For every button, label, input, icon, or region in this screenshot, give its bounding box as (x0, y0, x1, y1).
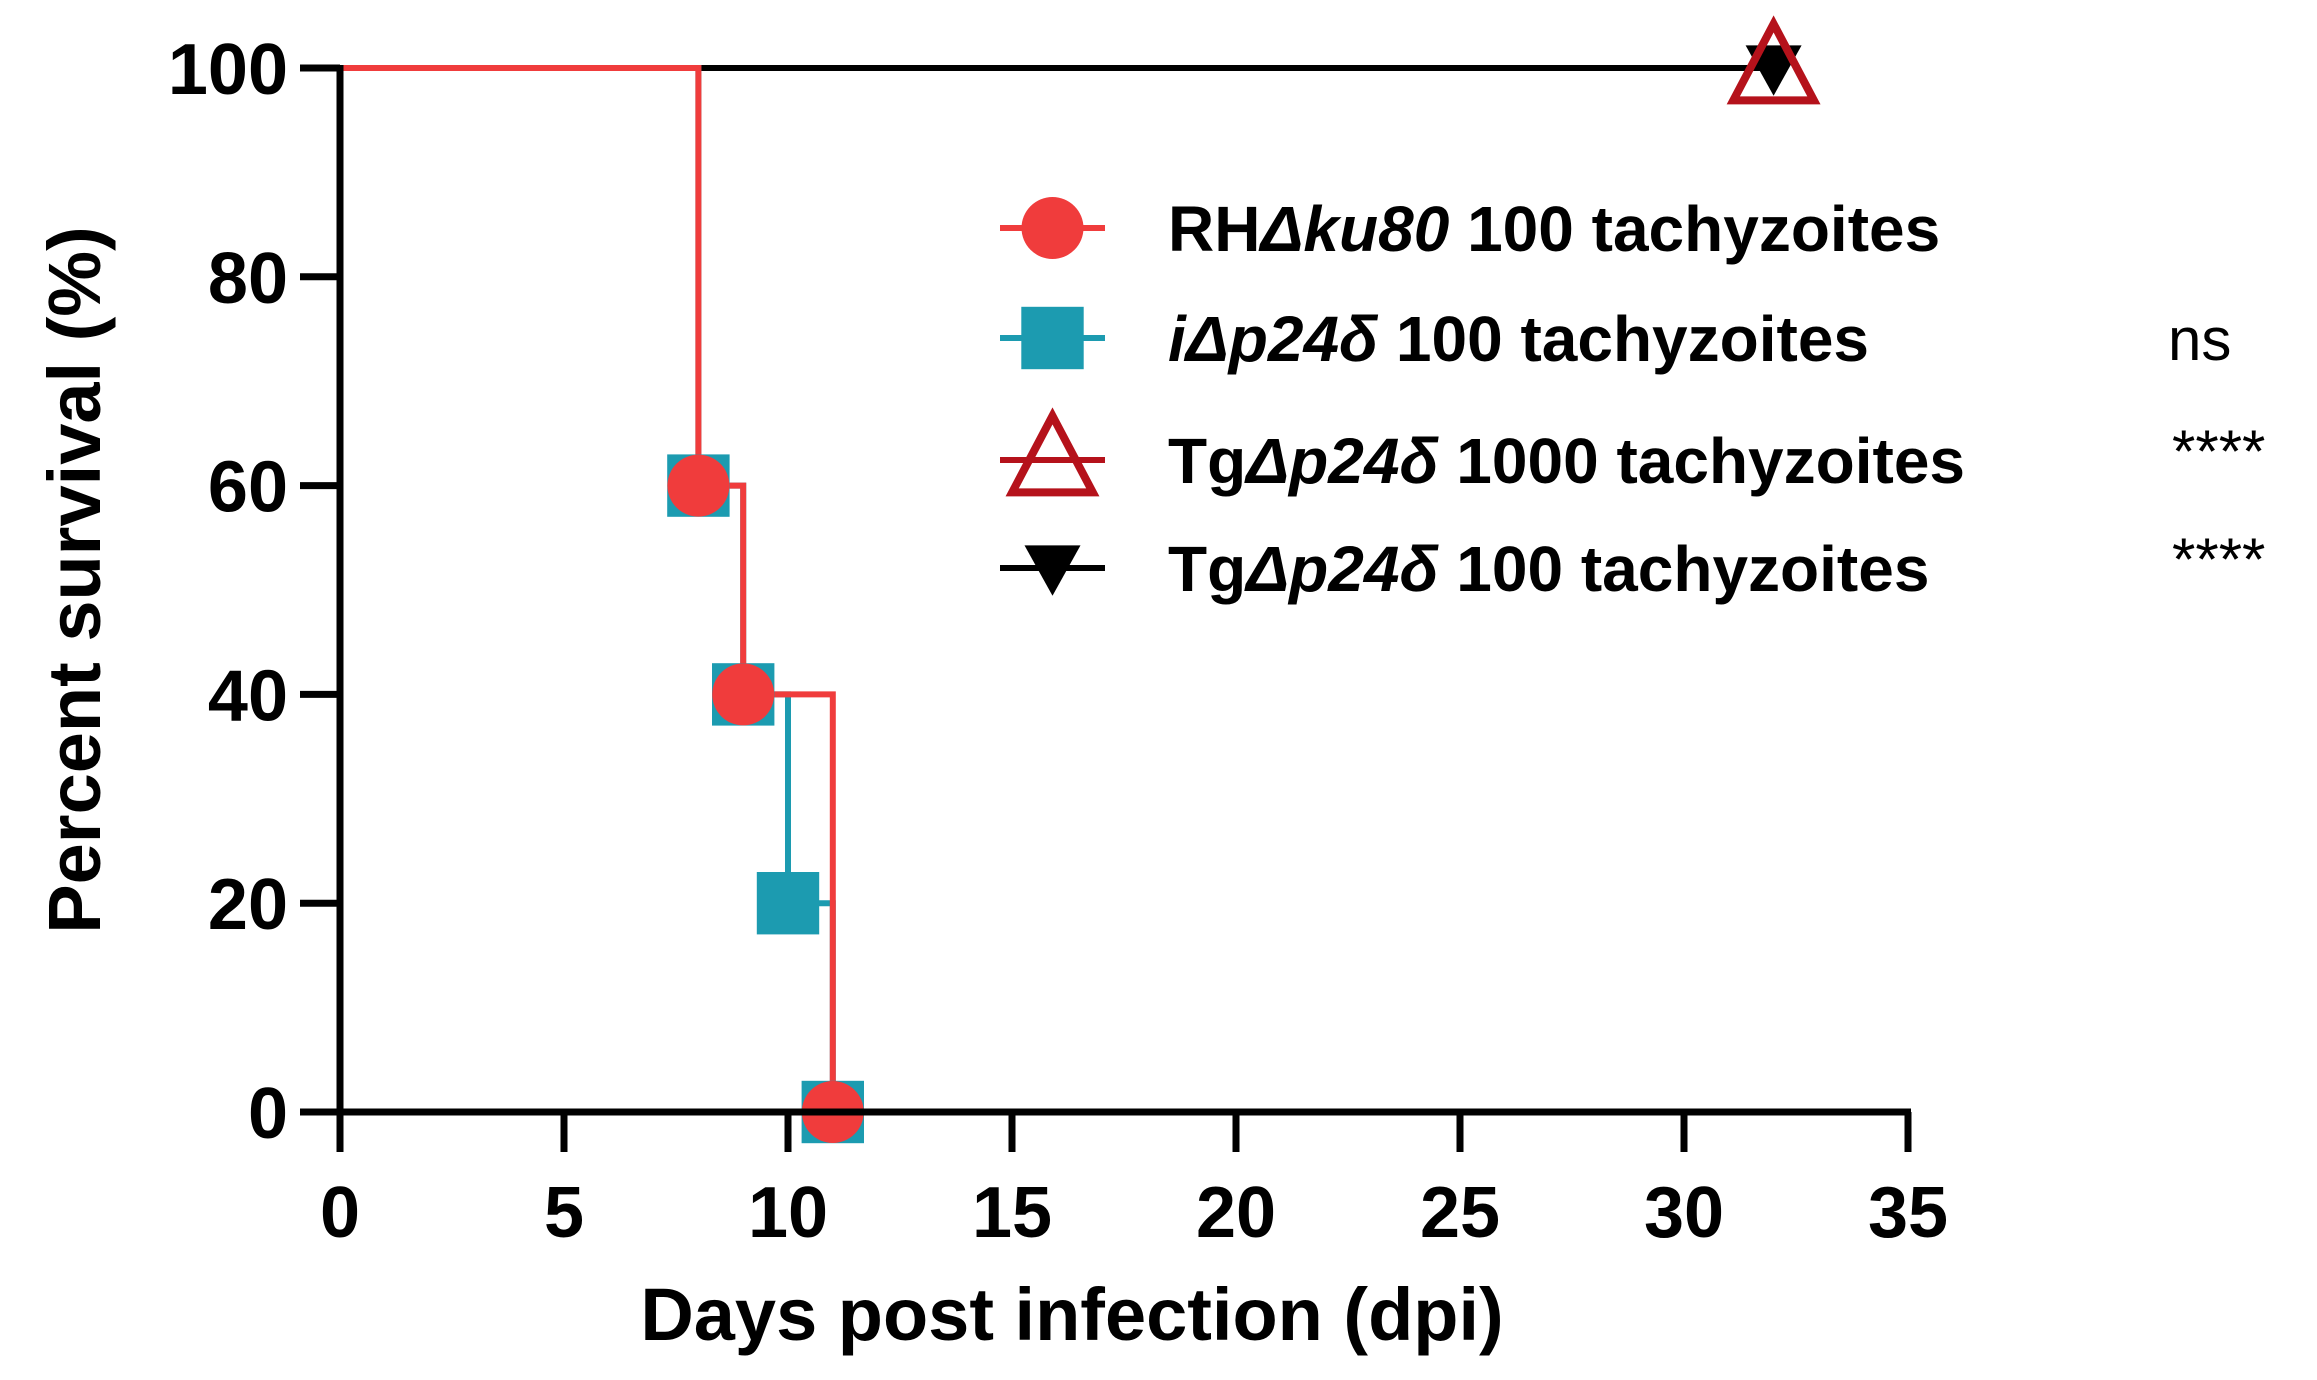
x-tick-label: 5 (544, 1173, 584, 1253)
legend-item-tg1000: TgΔp24δ 1000 tachyzoites **** (1000, 407, 2265, 497)
x-tick-label: 20 (1196, 1173, 1276, 1253)
x-tick-label: 15 (972, 1173, 1052, 1253)
data-point-rh (712, 663, 775, 726)
legend-item-tg100: TgΔp24δ 100 tachyzoites **** (1000, 526, 2265, 605)
markers-tg1000 (1726, 15, 1821, 105)
data-point-idelta (756, 872, 820, 935)
y-tick-label: 40 (208, 656, 288, 736)
legend-marker-tg1000 (1005, 407, 1100, 497)
legend-label: TgΔp24δ 1000 tachyzoites (1168, 425, 1965, 497)
data-point-tg1000 (1726, 15, 1821, 105)
series-rh (340, 65, 836, 1112)
legend-item-idelta: iΔp24δ 100 tachyzoites ns (1000, 303, 2231, 375)
y-tick-label: 20 (208, 865, 288, 945)
legend-label: iΔp24δ 100 tachyzoites (1168, 303, 1869, 375)
significance-label: ns (2168, 306, 2231, 373)
y-axis-title: Percent survival (%) (33, 226, 116, 933)
series-line-rh (340, 65, 836, 1112)
legend-label: RHΔku80 100 tachyzoites (1168, 193, 1940, 265)
x-tick-label: 0 (320, 1173, 360, 1253)
y-tick-label: 80 (208, 239, 288, 319)
legend-marker-idelta (1021, 306, 1084, 370)
x-tick-label: 25 (1420, 1173, 1500, 1253)
y-tick-label: 100 (168, 30, 288, 110)
significance-label: **** (2172, 526, 2265, 593)
significance-label: **** (2172, 418, 2265, 485)
y-tick-label: 0 (248, 1074, 288, 1154)
x-tick-label: 10 (748, 1173, 828, 1253)
series-idelta (340, 65, 836, 1112)
series-line-idelta (340, 65, 836, 1112)
x-tick-label: 35 (1868, 1173, 1948, 1253)
legend-label: TgΔp24δ 100 tachyzoites (1168, 533, 1929, 605)
legend-marker-tg100 (1024, 545, 1081, 596)
legend-marker-rh (1021, 197, 1084, 259)
x-tick-label: 30 (1644, 1173, 1724, 1253)
x-axis-title: Days post infection (dpi) (640, 1273, 1503, 1356)
y-tick-label: 60 (208, 448, 288, 528)
legend-item-rh: RHΔku80 100 tachyzoites (1000, 193, 1940, 265)
data-point-rh (667, 454, 730, 517)
